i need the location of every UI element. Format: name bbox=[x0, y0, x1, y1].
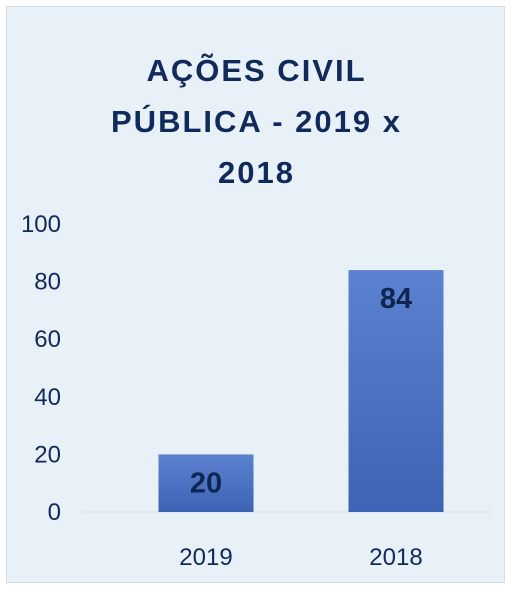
chart-plot: 0 20 40 60 80 100 2019 20 2018 84 bbox=[21, 211, 492, 571]
chart-container: AÇÕES CIVIL PÚBLICA - 2019 x 2018 0 20 40 6… bbox=[6, 6, 505, 583]
y-tick-label: 60 bbox=[34, 326, 61, 353]
bar-2018 bbox=[348, 270, 444, 512]
data-label: 20 bbox=[190, 467, 222, 499]
x-tick-label: 2018 bbox=[369, 544, 422, 571]
data-label: 84 bbox=[380, 283, 412, 315]
bar-2019 bbox=[158, 454, 254, 512]
y-tick-label: 20 bbox=[34, 441, 61, 468]
y-tick-label: 0 bbox=[48, 499, 61, 526]
y-tick-label: 100 bbox=[21, 211, 61, 238]
y-tick-label: 40 bbox=[34, 384, 61, 411]
chart-title: AÇÕES CIVIL PÚBLICA - 2019 x 2018 bbox=[111, 53, 402, 190]
y-tick-label: 80 bbox=[34, 269, 61, 296]
x-tick-label: 2019 bbox=[179, 544, 232, 571]
